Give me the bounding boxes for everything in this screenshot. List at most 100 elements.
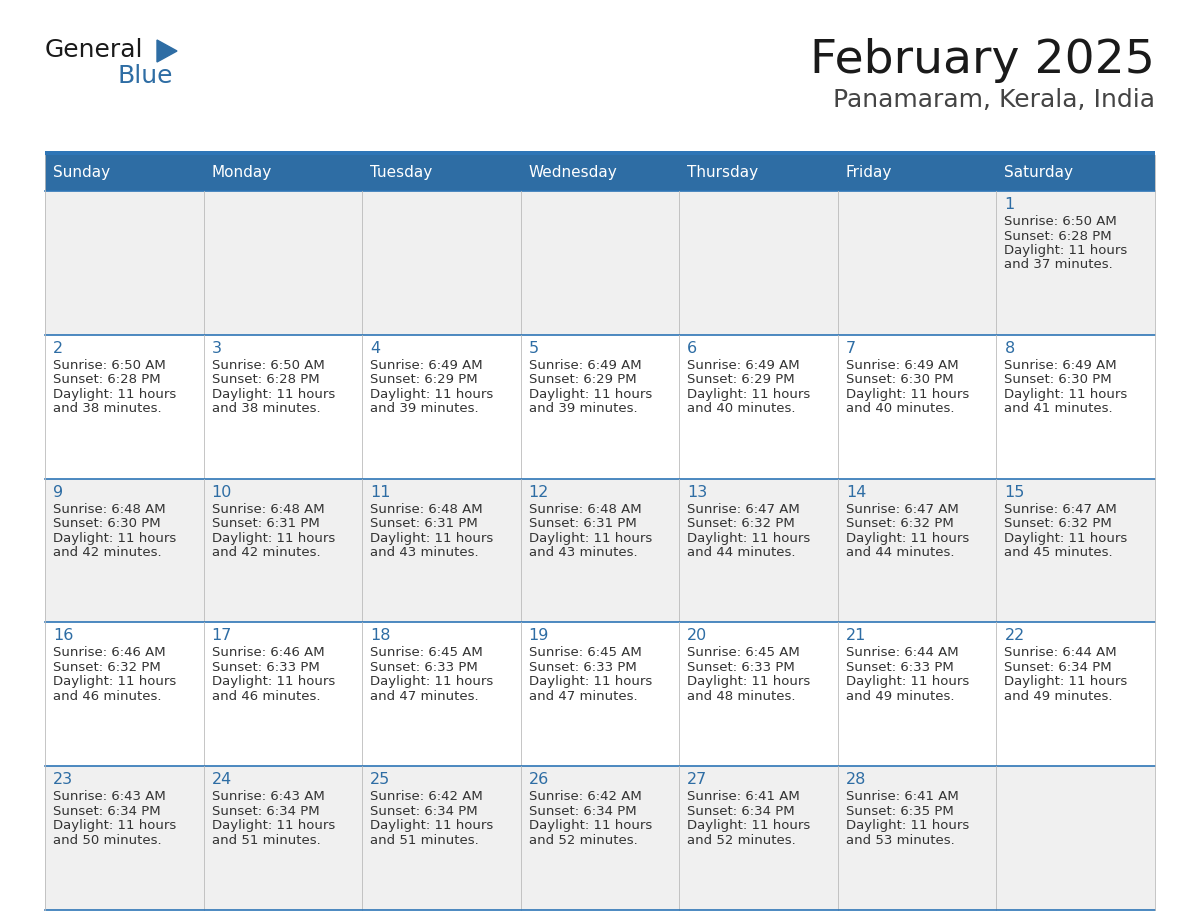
- Text: Daylight: 11 hours: Daylight: 11 hours: [1004, 387, 1127, 401]
- Text: Daylight: 11 hours: Daylight: 11 hours: [529, 532, 652, 544]
- Text: 20: 20: [688, 629, 708, 644]
- Text: and 39 minutes.: and 39 minutes.: [529, 402, 637, 415]
- Text: Daylight: 11 hours: Daylight: 11 hours: [371, 819, 493, 833]
- Text: and 38 minutes.: and 38 minutes.: [53, 402, 162, 415]
- Text: and 47 minutes.: and 47 minutes.: [371, 690, 479, 703]
- Text: Sunset: 6:28 PM: Sunset: 6:28 PM: [211, 374, 320, 386]
- Text: and 52 minutes.: and 52 minutes.: [688, 834, 796, 846]
- Text: Blue: Blue: [116, 64, 172, 88]
- Bar: [45, 151, 1155, 155]
- Text: Sunrise: 6:48 AM: Sunrise: 6:48 AM: [529, 502, 642, 516]
- Text: and 40 minutes.: and 40 minutes.: [688, 402, 796, 415]
- Text: Daylight: 11 hours: Daylight: 11 hours: [529, 676, 652, 688]
- Text: 9: 9: [53, 485, 63, 499]
- Bar: [45, 191, 1155, 335]
- Text: and 46 minutes.: and 46 minutes.: [211, 690, 320, 703]
- Text: and 42 minutes.: and 42 minutes.: [211, 546, 321, 559]
- Text: Sunrise: 6:46 AM: Sunrise: 6:46 AM: [53, 646, 165, 659]
- Text: 2: 2: [53, 341, 63, 356]
- Text: Sunset: 6:34 PM: Sunset: 6:34 PM: [1004, 661, 1112, 674]
- Text: Sunrise: 6:41 AM: Sunrise: 6:41 AM: [846, 790, 959, 803]
- Text: Daylight: 11 hours: Daylight: 11 hours: [688, 676, 810, 688]
- Text: Sunset: 6:31 PM: Sunset: 6:31 PM: [371, 517, 478, 530]
- Text: 3: 3: [211, 341, 222, 356]
- Text: and 51 minutes.: and 51 minutes.: [211, 834, 321, 846]
- Text: Sunrise: 6:45 AM: Sunrise: 6:45 AM: [688, 646, 800, 659]
- Text: Sunrise: 6:43 AM: Sunrise: 6:43 AM: [53, 790, 166, 803]
- Text: Sunset: 6:30 PM: Sunset: 6:30 PM: [1004, 374, 1112, 386]
- Text: Sunrise: 6:42 AM: Sunrise: 6:42 AM: [529, 790, 642, 803]
- Text: Wednesday: Wednesday: [529, 165, 618, 181]
- Text: Sunrise: 6:48 AM: Sunrise: 6:48 AM: [53, 502, 165, 516]
- Text: Sunset: 6:34 PM: Sunset: 6:34 PM: [53, 805, 160, 818]
- Text: Sunrise: 6:48 AM: Sunrise: 6:48 AM: [371, 502, 482, 516]
- Text: Sunrise: 6:49 AM: Sunrise: 6:49 AM: [529, 359, 642, 372]
- Text: Daylight: 11 hours: Daylight: 11 hours: [371, 387, 493, 401]
- Text: Sunrise: 6:44 AM: Sunrise: 6:44 AM: [846, 646, 959, 659]
- Text: 11: 11: [371, 485, 391, 499]
- Text: Sunset: 6:30 PM: Sunset: 6:30 PM: [53, 517, 160, 530]
- Text: 13: 13: [688, 485, 708, 499]
- Text: Daylight: 11 hours: Daylight: 11 hours: [846, 676, 969, 688]
- Text: Sunrise: 6:50 AM: Sunrise: 6:50 AM: [1004, 215, 1117, 228]
- Text: and 47 minutes.: and 47 minutes.: [529, 690, 637, 703]
- Text: 21: 21: [846, 629, 866, 644]
- Text: Thursday: Thursday: [688, 165, 758, 181]
- Text: Daylight: 11 hours: Daylight: 11 hours: [1004, 532, 1127, 544]
- Text: and 44 minutes.: and 44 minutes.: [846, 546, 954, 559]
- Text: and 38 minutes.: and 38 minutes.: [211, 402, 321, 415]
- Text: Sunset: 6:32 PM: Sunset: 6:32 PM: [53, 661, 160, 674]
- Text: Sunrise: 6:46 AM: Sunrise: 6:46 AM: [211, 646, 324, 659]
- Text: Sunrise: 6:45 AM: Sunrise: 6:45 AM: [529, 646, 642, 659]
- Text: Daylight: 11 hours: Daylight: 11 hours: [211, 387, 335, 401]
- Text: Sunrise: 6:42 AM: Sunrise: 6:42 AM: [371, 790, 482, 803]
- Text: 10: 10: [211, 485, 232, 499]
- Text: Daylight: 11 hours: Daylight: 11 hours: [1004, 244, 1127, 257]
- Text: Sunset: 6:29 PM: Sunset: 6:29 PM: [529, 374, 637, 386]
- Text: Sunset: 6:28 PM: Sunset: 6:28 PM: [1004, 230, 1112, 242]
- Text: 4: 4: [371, 341, 380, 356]
- Text: 6: 6: [688, 341, 697, 356]
- Text: Daylight: 11 hours: Daylight: 11 hours: [688, 387, 810, 401]
- Text: and 51 minutes.: and 51 minutes.: [371, 834, 479, 846]
- Text: Sunset: 6:34 PM: Sunset: 6:34 PM: [371, 805, 478, 818]
- Text: Sunset: 6:32 PM: Sunset: 6:32 PM: [846, 517, 954, 530]
- Text: Sunset: 6:33 PM: Sunset: 6:33 PM: [211, 661, 320, 674]
- Text: 7: 7: [846, 341, 857, 356]
- Text: Sunrise: 6:45 AM: Sunrise: 6:45 AM: [371, 646, 482, 659]
- Bar: [45, 155, 1155, 191]
- Text: 17: 17: [211, 629, 232, 644]
- Text: Daylight: 11 hours: Daylight: 11 hours: [688, 532, 810, 544]
- Text: Daylight: 11 hours: Daylight: 11 hours: [53, 819, 176, 833]
- Text: Sunrise: 6:50 AM: Sunrise: 6:50 AM: [53, 359, 166, 372]
- Text: Sunset: 6:32 PM: Sunset: 6:32 PM: [1004, 517, 1112, 530]
- Text: and 49 minutes.: and 49 minutes.: [1004, 690, 1113, 703]
- Text: Sunset: 6:33 PM: Sunset: 6:33 PM: [846, 661, 954, 674]
- Text: and 46 minutes.: and 46 minutes.: [53, 690, 162, 703]
- Text: Daylight: 11 hours: Daylight: 11 hours: [211, 676, 335, 688]
- Text: Sunset: 6:33 PM: Sunset: 6:33 PM: [529, 661, 637, 674]
- Text: and 42 minutes.: and 42 minutes.: [53, 546, 162, 559]
- Text: 5: 5: [529, 341, 539, 356]
- Text: 8: 8: [1004, 341, 1015, 356]
- Text: Daylight: 11 hours: Daylight: 11 hours: [371, 532, 493, 544]
- Text: Sunset: 6:29 PM: Sunset: 6:29 PM: [688, 374, 795, 386]
- Text: Sunset: 6:34 PM: Sunset: 6:34 PM: [688, 805, 795, 818]
- Text: Daylight: 11 hours: Daylight: 11 hours: [529, 819, 652, 833]
- Text: Sunrise: 6:49 AM: Sunrise: 6:49 AM: [371, 359, 482, 372]
- Text: and 44 minutes.: and 44 minutes.: [688, 546, 796, 559]
- Text: Daylight: 11 hours: Daylight: 11 hours: [529, 387, 652, 401]
- Text: 15: 15: [1004, 485, 1025, 499]
- Text: Daylight: 11 hours: Daylight: 11 hours: [53, 676, 176, 688]
- Text: Daylight: 11 hours: Daylight: 11 hours: [53, 532, 176, 544]
- Text: Sunrise: 6:47 AM: Sunrise: 6:47 AM: [846, 502, 959, 516]
- Text: Monday: Monday: [211, 165, 272, 181]
- Polygon shape: [157, 40, 177, 62]
- Text: and 41 minutes.: and 41 minutes.: [1004, 402, 1113, 415]
- Bar: [45, 767, 1155, 910]
- Text: 19: 19: [529, 629, 549, 644]
- Text: 22: 22: [1004, 629, 1025, 644]
- Text: Sunset: 6:35 PM: Sunset: 6:35 PM: [846, 805, 954, 818]
- Text: Sunrise: 6:49 AM: Sunrise: 6:49 AM: [688, 359, 800, 372]
- Text: Panamaram, Kerala, India: Panamaram, Kerala, India: [833, 88, 1155, 112]
